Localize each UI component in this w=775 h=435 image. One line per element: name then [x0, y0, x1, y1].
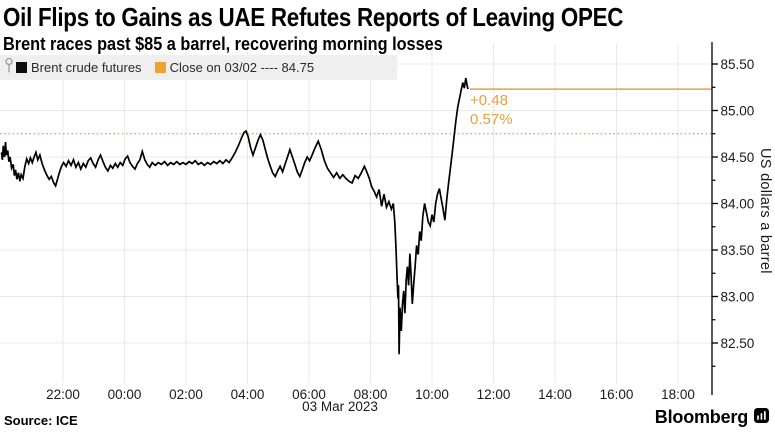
price-change-value: +0.48 — [470, 92, 508, 109]
x-tick-label: 08:00 — [354, 387, 388, 402]
x-tick-label: 22:00 — [46, 387, 80, 402]
price-change-percent: 0.57% — [470, 111, 513, 128]
last-price-annotation: +0.48 0.57% — [470, 91, 513, 129]
y-axis-unit-label: US dollars a barrel — [757, 148, 773, 274]
brent-series-label: Brent crude futures — [31, 60, 142, 75]
subheadline: Brent races past $85 a barrel, recoverin… — [3, 33, 443, 54]
bloomberg-terminal-icon — [754, 407, 769, 428]
bloomberg-logo: Bloomberg — [655, 407, 769, 428]
headline: Oil Flips to Gains as UAE Refutes Report… — [3, 2, 624, 32]
x-axis-date-label: 03 Mar 2023 — [302, 399, 378, 414]
x-tick-label: 12:00 — [477, 387, 511, 402]
x-tick-label: 16:00 — [600, 387, 634, 402]
brent-series-swatch — [16, 62, 27, 73]
y-tick-label: 84.50 — [721, 150, 755, 165]
y-tick-label: 84.00 — [721, 196, 755, 211]
y-tick-label: 83.50 — [721, 243, 755, 258]
x-tick-label: 18:00 — [661, 387, 695, 402]
x-tick-label: 02:00 — [169, 387, 203, 402]
source-attribution: Source: ICE — [4, 413, 78, 428]
x-tick-label: 06:00 — [292, 387, 326, 402]
y-tick-label: 82.50 — [721, 336, 755, 351]
x-tick-label: 04:00 — [231, 387, 265, 402]
x-tick-label: 00:00 — [108, 387, 142, 402]
y-tick-label: 83.00 — [721, 289, 755, 304]
x-tick-label: 10:00 — [415, 387, 449, 402]
close-series-label: Close on 03/02 ---- 84.75 — [169, 60, 315, 75]
pin-icon[interactable] — [4, 57, 14, 79]
x-tick-label: 14:00 — [538, 387, 572, 402]
y-tick-label: 85.00 — [721, 103, 755, 118]
price-line — [0, 77, 469, 355]
y-tick-label: 85.50 — [721, 57, 755, 72]
bloomberg-wordmark: Bloomberg — [654, 407, 748, 427]
close-series-swatch — [154, 62, 166, 73]
chart-legend: Brent crude futures Close on 03/02 ---- … — [0, 55, 397, 80]
